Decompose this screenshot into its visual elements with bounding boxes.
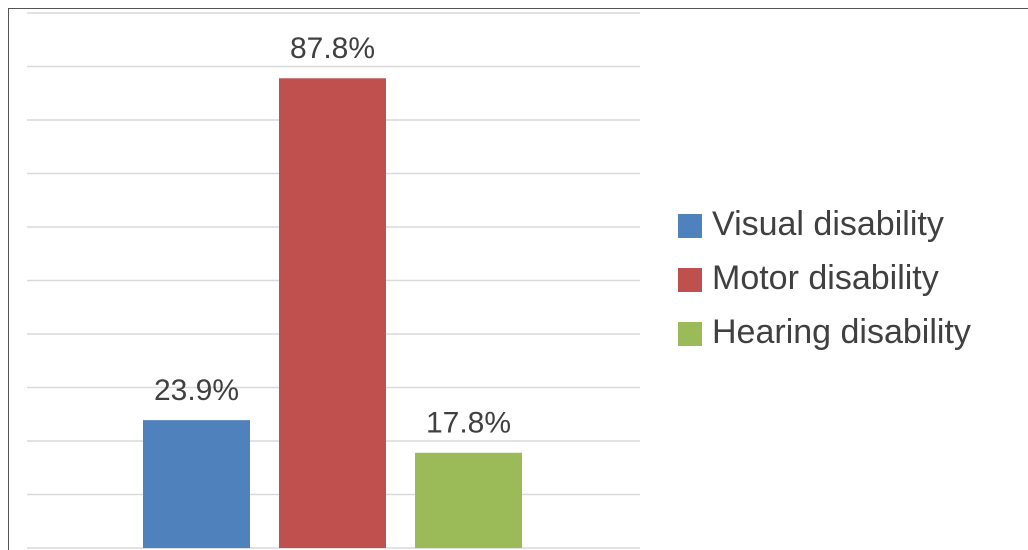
legend-swatch [678,322,702,346]
value-label: 23.9% [154,374,239,407]
value-label: 87.8% [290,32,375,65]
legend-swatch [678,268,702,292]
legend-label: Visual disability [712,205,944,243]
legend-label: Motor disability [712,259,939,297]
legend-swatch [678,214,702,238]
bar [143,420,250,548]
value-label: 17.8% [426,407,511,440]
legend-label: Hearing disability [712,313,971,351]
bar [279,78,386,549]
bar [415,452,522,548]
